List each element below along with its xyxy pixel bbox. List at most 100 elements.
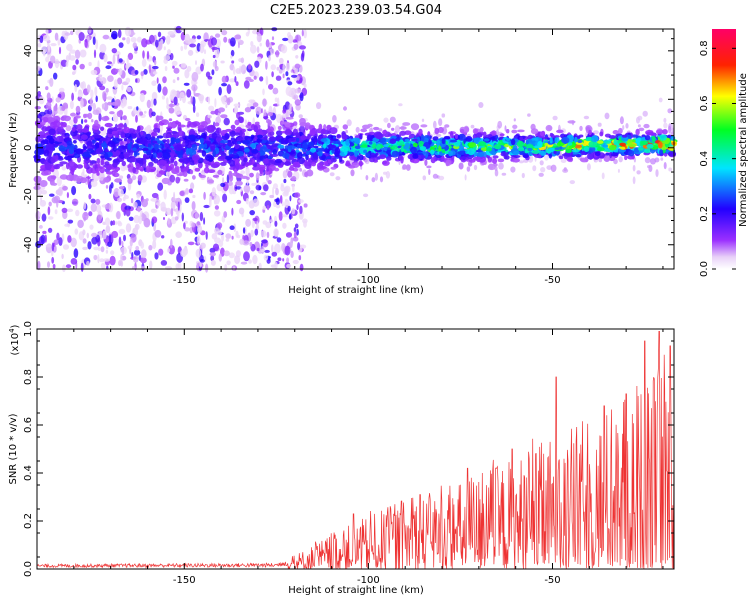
spectrogram-noise-blob [198,94,205,102]
spectrogram-band-blob [228,172,233,179]
spectrogram-band-blob [182,171,188,178]
spectrogram-noise-blob [111,30,118,40]
spectrogram-noise-blob [268,105,273,114]
spectrogram-band-blob [283,161,292,166]
spectrogram-noise-blob [223,117,230,126]
spectrogram-band-blob [504,144,509,148]
spectrogram-noise-blob [203,204,210,209]
spectrogram-noise-blob [233,223,237,232]
spectrogram-noise-blob [287,205,291,212]
spectrogram-band-blob [341,133,348,140]
spectrogram-band-blob [531,137,539,141]
spectrogram-band-blob [387,133,393,137]
spectrogram-noise-blob [200,242,206,249]
spectrogram-band-blob [379,137,387,143]
spectrogram-band-blob [268,136,277,142]
spectrogram-noise-blob [112,220,116,226]
spectrogram-y-ticks: -40 -20 0 20 40 [23,38,674,270]
spectrogram-band-blob [166,149,172,153]
spectrogram-band-blob [106,171,114,175]
spectrogram-noise-blob [158,248,164,256]
spectrogram-band-blob [640,140,649,146]
spectrogram-band-blob [204,167,210,174]
spectrogram-band-blob [82,151,91,158]
spectrogram-noise-blob [39,35,44,44]
spectrogram-band-blob [323,161,328,166]
spectrogram-noise-blob [110,250,115,256]
spectrogram-noise-blob [579,125,583,131]
spectrogram-band-blob [291,176,297,181]
spectrogram-band-blob [468,142,477,148]
spectrogram-band-blob [140,131,144,136]
spectrogram-noise-blob [285,71,289,77]
spectrogram-band-blob [558,155,564,160]
spectrogram-noise-blob [70,237,77,248]
spectrogram-band-blob [363,149,368,154]
spectrogram-noise-blob [282,73,285,79]
spectrogram-noise-blob [111,48,118,54]
spectrogram-noise-blob [663,117,667,123]
spectrogram-band-blob [659,149,664,156]
spectrogram-noise-blob [552,115,558,121]
colorbar-ticks: 0.0 0.2 0.4 0.6 0.8 [699,40,736,277]
spectrogram-noise-blob [251,182,256,186]
spectrogram-band-blob [302,142,308,150]
spectrogram-noise-blob [97,254,100,264]
spectrogram-noise-blob [52,264,56,269]
spectrogram-noise-blob [100,246,105,253]
spectrogram-noise-blob [269,194,275,199]
spectrogram-band-blob [475,133,483,138]
spectrogram-band-blob [651,135,656,143]
spectrogram-band-blob [457,150,466,156]
spectrogram-band-blob [497,158,505,163]
spectrogram-noise-blob [215,116,221,124]
spectrogram-band-blob [608,144,617,151]
spectrogram-noise-blob [658,97,663,103]
snr-y-tick-label: 1.0 [23,321,34,337]
spectrogram-noise-blob [230,49,235,57]
spectrogram-noise-blob [270,64,277,71]
spectrogram-band-blob [191,144,198,151]
spectrogram-noise-blob [210,37,217,46]
spectrogram-noise-blob [293,94,299,101]
spectrogram-band-blob [217,150,225,155]
spectrogram-noise-blob [269,219,274,223]
spectrogram-band-blob [635,128,640,136]
spectrogram-band-blob [170,155,175,163]
spectrogram-band-blob [596,147,605,152]
spectrogram-noise-blob [293,231,297,239]
spectrogram-noise-blob [37,43,42,48]
spectrogram-noise-blob [105,249,109,254]
spectrogram-band-blob [260,192,267,196]
spectrogram-band-blob [179,165,185,169]
spectrogram-noise-blob [166,170,171,176]
spectrogram-noise-blob [64,223,70,227]
spectrogram-noise-blob [236,199,242,205]
spectrogram-band-blob [234,143,240,150]
spectrogram-noise-blob [90,89,94,99]
spectrogram-noise-blob [66,208,74,213]
spectrogram-noise-blob [149,260,153,270]
spectrogram-noise-blob [94,86,98,97]
spectrogram-noise-blob [38,111,46,117]
spectrogram-band-blob [274,167,280,172]
spectrogram-noise-blob [41,213,47,222]
spectrogram-noise-blob [210,259,216,266]
spectrogram-noise-blob [190,95,193,104]
spectrogram-band-blob [100,159,105,166]
spectrogram-band-blob [569,145,573,149]
spectrogram-noise-blob [298,255,302,261]
spectrogram-band-blob [182,141,186,147]
spectrogram-noise-blob [203,49,207,55]
spectrogram-noise-blob [282,170,288,179]
spectrogram-noise-blob [55,97,61,103]
spectrogram-noise-blob [267,256,271,261]
spectrogram-band-blob [609,151,613,159]
spectrogram-noise-blob [272,186,275,197]
spectrogram-band-blob [591,135,599,143]
spectrogram-band-blob [154,124,158,129]
spectrogram-band-blob [71,126,76,132]
spectrogram-noise-blob [303,83,307,88]
spectrogram-noise-blob [227,181,233,186]
spectrogram-noise-blob [274,220,278,227]
